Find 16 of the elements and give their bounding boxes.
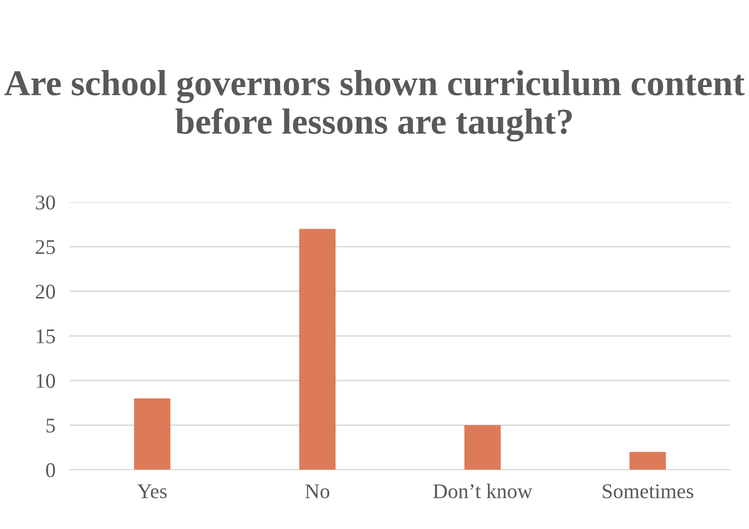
bar (299, 228, 336, 470)
y-tick-label: 30 (36, 195, 55, 210)
y-tick-label: 15 (36, 329, 55, 344)
x-tick-label: No (305, 484, 330, 498)
x-tick-label: Yes (137, 484, 167, 498)
y-tick-label: 25 (36, 240, 55, 254)
y-tick-label: 20 (36, 284, 55, 299)
bar (464, 425, 501, 470)
bar (630, 452, 666, 470)
y-tick-label: 5 (46, 418, 55, 433)
x-tick-label: Sometimes (602, 484, 694, 498)
bar (134, 398, 170, 470)
x-tick-label: Don’t know (433, 484, 532, 498)
chart-title: Are school governors shown curriculum content before lessons are taught? (4, 70, 745, 142)
y-tick-label: 10 (36, 374, 55, 388)
y-tick-label: 0 (46, 463, 55, 478)
